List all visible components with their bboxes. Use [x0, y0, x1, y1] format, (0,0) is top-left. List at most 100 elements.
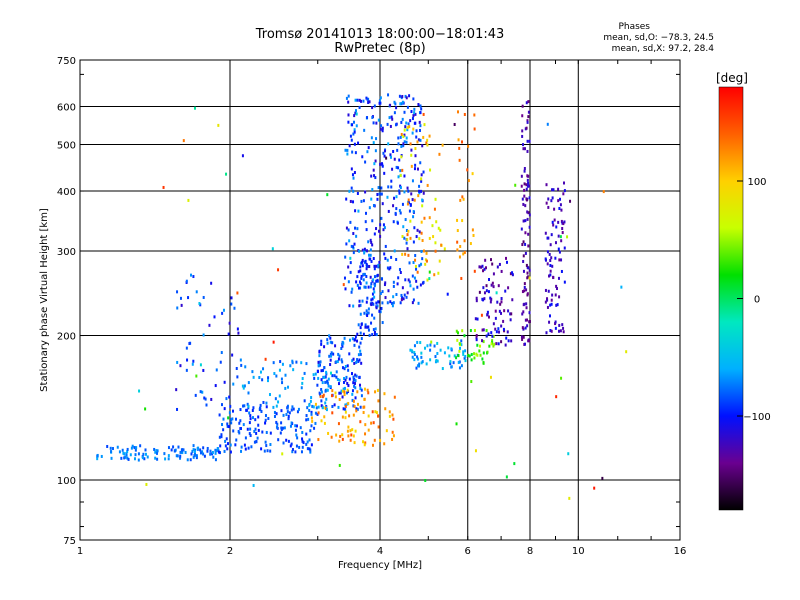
data-point	[389, 300, 392, 304]
data-point	[408, 261, 411, 265]
data-point	[392, 204, 395, 208]
data-point	[337, 422, 340, 426]
data-point	[500, 324, 503, 328]
data-point	[380, 306, 383, 310]
data-point	[366, 264, 369, 268]
data-point	[289, 424, 292, 428]
data-point	[375, 333, 378, 337]
data-point	[376, 273, 379, 277]
data-point	[131, 444, 134, 448]
data-point	[300, 361, 303, 365]
data-point	[490, 258, 493, 262]
data-point	[260, 410, 263, 414]
data-point	[324, 380, 327, 384]
data-point	[273, 414, 276, 418]
data-point	[300, 386, 303, 390]
data-point	[408, 209, 411, 213]
data-point	[310, 443, 313, 447]
data-point	[398, 189, 401, 193]
data-point	[418, 184, 421, 188]
data-point	[342, 380, 345, 384]
data-point	[228, 411, 231, 415]
data-point	[377, 186, 380, 190]
data-point	[375, 227, 378, 231]
data-point	[395, 257, 398, 261]
data-point	[476, 343, 479, 347]
data-point	[521, 312, 524, 316]
data-point	[256, 436, 259, 440]
data-point	[522, 143, 525, 147]
data-point	[295, 444, 298, 448]
data-point	[399, 211, 402, 215]
data-point	[557, 220, 560, 224]
data-point	[528, 213, 531, 217]
data-point	[422, 135, 425, 139]
data-point	[243, 443, 246, 447]
data-point	[187, 296, 190, 300]
data-point	[213, 315, 216, 319]
data-point	[170, 448, 173, 452]
data-point	[460, 339, 463, 343]
data-point	[391, 437, 394, 441]
data-point	[399, 169, 402, 173]
data-point	[416, 228, 419, 232]
data-point	[418, 237, 421, 241]
data-point	[381, 202, 384, 206]
data-point	[280, 426, 283, 430]
data-point	[352, 120, 355, 124]
data-point	[492, 334, 495, 338]
data-point	[379, 223, 382, 227]
data-point	[362, 272, 365, 276]
data-point	[559, 329, 562, 333]
data-point	[398, 94, 401, 98]
y-tick-label: 75	[63, 536, 76, 547]
data-point	[481, 357, 484, 361]
data-point	[406, 202, 409, 206]
data-point	[242, 386, 245, 390]
data-point	[154, 450, 157, 454]
data-point	[352, 381, 355, 385]
data-point	[156, 457, 159, 461]
data-point	[526, 139, 529, 143]
data-point	[346, 152, 349, 156]
data-point	[392, 301, 395, 305]
data-point	[382, 151, 385, 155]
data-point	[547, 197, 550, 201]
x-tick-label: 2	[227, 546, 233, 557]
data-point	[264, 418, 267, 422]
data-point	[278, 368, 281, 372]
data-point	[413, 344, 416, 348]
data-point	[422, 249, 425, 253]
data-point	[369, 248, 372, 252]
data-point	[364, 423, 367, 427]
data-point	[500, 340, 503, 344]
data-point	[371, 410, 374, 414]
data-point	[240, 449, 243, 453]
data-point	[361, 258, 364, 262]
data-point	[330, 435, 333, 439]
data-point	[520, 174, 523, 178]
data-point	[212, 455, 215, 459]
data-point	[405, 140, 408, 144]
data-point	[121, 448, 124, 452]
data-point	[380, 124, 383, 128]
data-point	[407, 278, 410, 282]
data-point	[193, 453, 196, 457]
data-point	[366, 150, 369, 154]
data-point	[419, 283, 422, 287]
data-point	[351, 428, 354, 432]
data-point	[425, 259, 428, 263]
data-point	[487, 290, 490, 294]
data-point	[111, 447, 114, 451]
data-point	[192, 275, 195, 279]
data-point	[372, 121, 375, 125]
data-point	[358, 280, 361, 284]
data-point	[371, 297, 374, 301]
data-point	[456, 338, 459, 342]
data-point	[409, 203, 412, 207]
data-point	[365, 309, 368, 313]
data-point	[593, 486, 596, 490]
data-point	[190, 273, 193, 277]
data-point	[505, 260, 508, 264]
data-point	[347, 368, 350, 372]
